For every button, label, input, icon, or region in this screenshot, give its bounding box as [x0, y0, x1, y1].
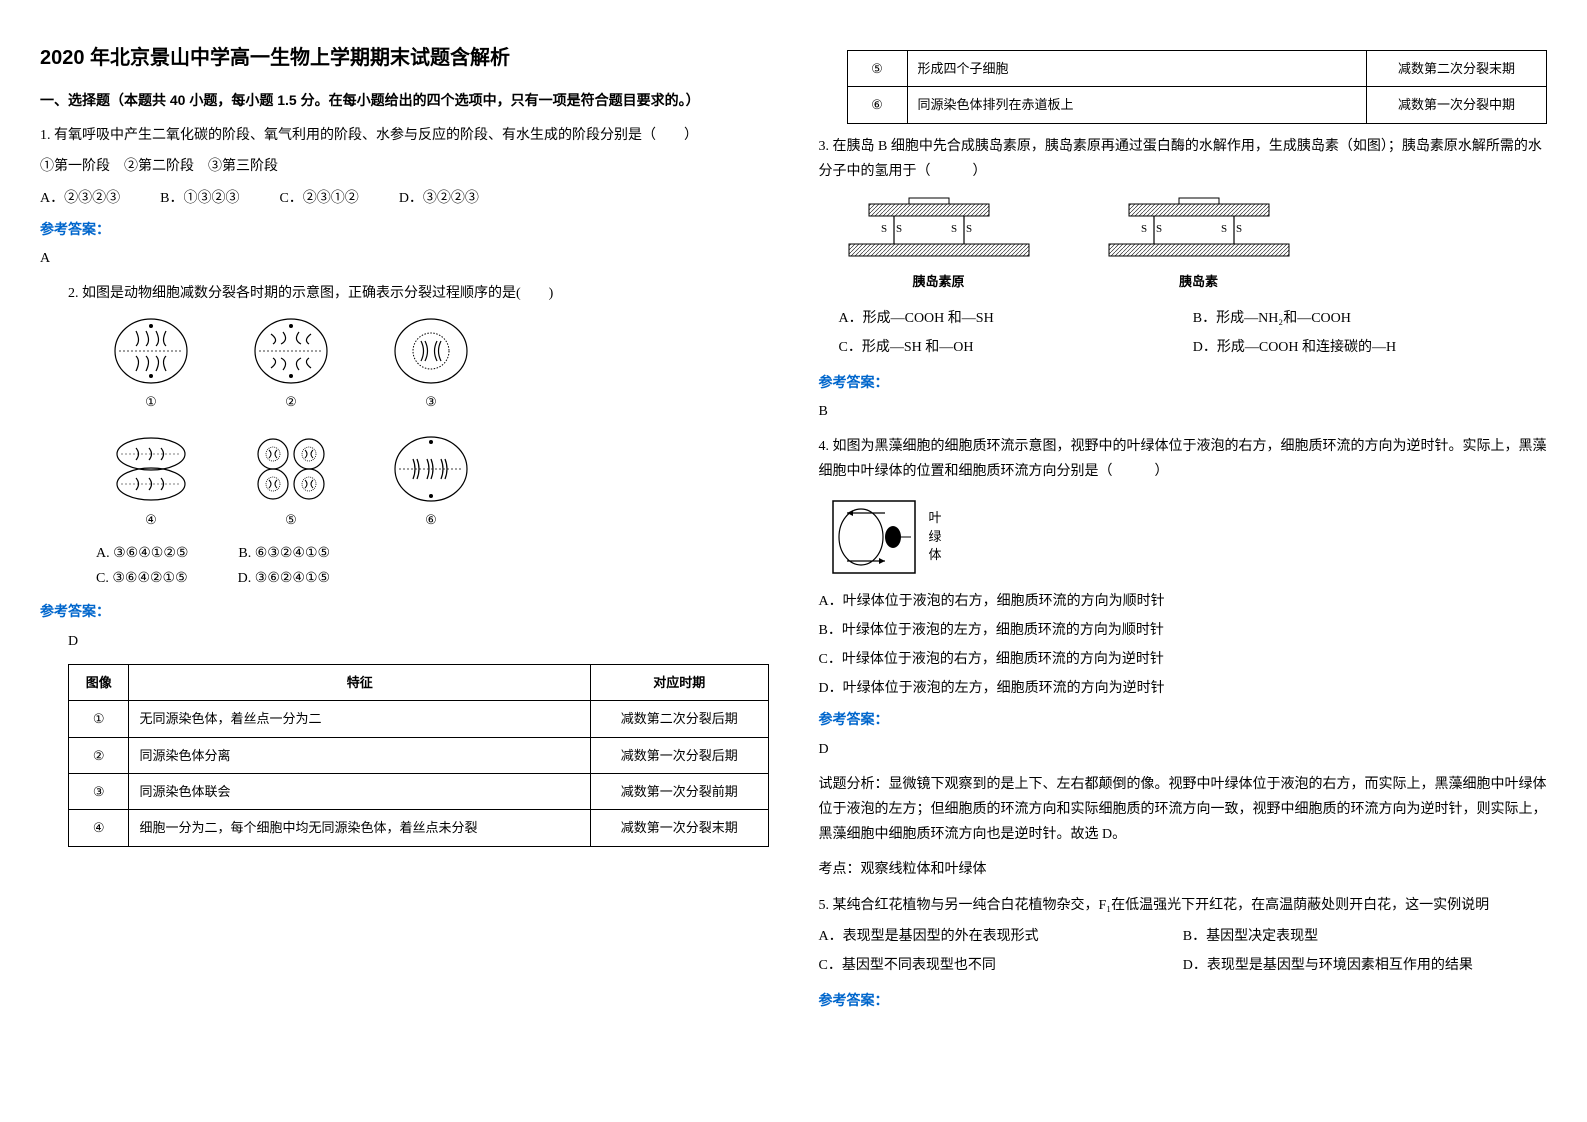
q5-text: 5. 某纯合红花植物与另一纯合白花植物杂交，F₁在低温强光下开红花，在高温荫蔽处…	[819, 893, 1548, 918]
svg-text:S — S: S — S	[1185, 196, 1214, 199]
q2-answer: D	[40, 629, 769, 654]
right-column: ⑤ 形成四个子细胞 减数第二次分裂末期 ⑥ 同源染色体排列在赤道板上 减数第一次…	[819, 40, 1548, 1021]
cell-2-num: ②	[285, 390, 297, 413]
question-1: 1. 有氧呼吸中产生二氧化碳的阶段、氧气利用的阶段、水参与反应的阶段、有水生成的…	[40, 123, 769, 271]
svg-text:S: S	[896, 223, 902, 235]
cell-5: ⑤	[236, 434, 346, 531]
q3-answer: B	[819, 399, 1548, 424]
q2-optB: B. ⑥③②④①⑤	[238, 541, 330, 566]
insulin-label-2: 胰岛素	[1179, 270, 1218, 293]
q1-sub: ①第一阶段 ②第二阶段 ③第三阶段	[40, 154, 769, 179]
cell-diagram: ① ②	[96, 316, 769, 531]
table-row: ② 同源染色体分离 减数第一次分裂后期	[69, 737, 769, 773]
q2-text: 2. 如图是动物细胞减数分裂各时期的示意图，正确表示分裂过程顺序的是( )	[68, 281, 769, 306]
svg-text:S: S	[1221, 223, 1227, 235]
q4-analysis: 试题分析：显微镜下观察到的是上下、左右都颠倒的像。视野中叶绿体位于液泡的右方，而…	[819, 772, 1548, 848]
q5-optA: A．表现型是基因型的外在表现形式	[819, 924, 1183, 949]
q1-options: A．②③②③ B．①③②③ C．②③①② D．③②②③	[40, 186, 769, 211]
q4-point: 考点：观察线粒体和叶绿体	[819, 857, 1548, 882]
cell-2: ②	[236, 316, 346, 413]
q2-optC: C. ③⑥④②①⑤	[96, 566, 188, 591]
algae-diagram: 叶绿体	[829, 497, 1548, 577]
answer-label-2: 参考答案：	[40, 599, 769, 624]
q5-optC: C．基因型不同表现型也不同	[819, 953, 1183, 978]
q4-optD: D．叶绿体位于液泡的左方，细胞质环流的方向为逆时针	[819, 676, 1548, 701]
th-period: 对应时期	[591, 664, 768, 700]
table-body: ① 无同源染色体，着丝点一分为二 减数第二次分裂后期 ② 同源染色体分离 减数第…	[69, 701, 769, 847]
q1-text: 1. 有氧呼吸中产生二氧化碳的阶段、氧气利用的阶段、水参与反应的阶段、有水生成的…	[40, 123, 769, 148]
cell-1: ①	[96, 316, 206, 413]
svg-text:S: S	[881, 223, 887, 235]
svg-text:S: S	[1236, 223, 1242, 235]
answer-label: 参考答案：	[40, 217, 769, 242]
q2-optD: D. ③⑥②④①⑤	[238, 566, 330, 591]
left-column: 2020 年北京景山中学高一生物上学期期末试题含解析 一、选择题（本题共 40 …	[40, 40, 769, 1021]
table-row: ④ 细胞一分为二，每个细胞中均无同源染色体，着丝点未分裂 减数第一次分裂末期	[69, 810, 769, 846]
q3-optB: B．形成—NH₂和—COOH	[1193, 306, 1547, 331]
question-2: 2. 如图是动物细胞减数分裂各时期的示意图，正确表示分裂过程顺序的是( ) ①	[40, 281, 769, 591]
question-3: 3. 在胰岛 B 细胞中先合成胰岛素原，胰岛素原再通过蛋白酶的水解作用，生成胰岛…	[819, 134, 1548, 425]
answer-label-5: 参考答案：	[819, 988, 1548, 1013]
insulin-diagram: S S S S S — S 胰岛素原	[839, 196, 1548, 293]
q1-optB: B．①③②③	[160, 186, 239, 211]
svg-text:S: S	[1141, 223, 1147, 235]
q2-optA: A. ③⑥④①②⑤	[96, 541, 188, 566]
answer-label-4: 参考答案：	[819, 707, 1548, 732]
q1-optD: D．③②②③	[399, 186, 479, 211]
q3-optC: C．形成—SH 和—OH	[839, 335, 1193, 360]
q4-answer: D	[819, 737, 1548, 762]
section-header: 一、选择题（本题共 40 小题，每小题 1.5 分。在每小题给出的四个选项中，只…	[40, 88, 769, 113]
cell-4: ④	[96, 434, 206, 531]
th-image: 图像	[69, 664, 129, 700]
q4-optA: A．叶绿体位于液泡的右方，细胞质环流的方向为顺时针	[819, 589, 1548, 614]
q1-optC: C．②③①②	[279, 186, 358, 211]
cell-1-num: ①	[145, 390, 157, 413]
svg-text:S: S	[951, 223, 957, 235]
q4-optC: C．叶绿体位于液泡的右方，细胞质环流的方向为逆时针	[819, 647, 1548, 672]
cell-4-num: ④	[145, 508, 157, 531]
q3-optA: A．形成—COOH 和—SH	[839, 306, 1193, 331]
q4-text: 4. 如图为黑藻细胞的细胞质环流示意图，视野中的叶绿体位于液泡的右方，细胞质环流…	[819, 434, 1548, 484]
page-title: 2020 年北京景山中学高一生物上学期期末试题含解析	[40, 40, 769, 76]
svg-text:S: S	[966, 223, 972, 235]
insulin-label-1: 胰岛素原	[912, 270, 964, 293]
q1-answer: A	[40, 246, 769, 271]
svg-text:S: S	[1156, 223, 1162, 235]
q3-text: 3. 在胰岛 B 细胞中先合成胰岛素原，胰岛素原再通过蛋白酶的水解作用，生成胰岛…	[819, 134, 1548, 184]
table-row: ⑥ 同源染色体排列在赤道板上 减数第一次分裂中期	[847, 87, 1547, 123]
feature-table: 图像 特征 对应时期 ① 无同源染色体，着丝点一分为二 减数第二次分裂后期 ② …	[68, 664, 769, 847]
table-row: ① 无同源染色体，着丝点一分为二 减数第二次分裂后期	[69, 701, 769, 737]
feature-table-cont: ⑤ 形成四个子细胞 减数第二次分裂末期 ⑥ 同源染色体排列在赤道板上 减数第一次…	[847, 50, 1548, 124]
svg-text:S — S: S — S	[917, 196, 943, 199]
q1-optA: A．②③②③	[40, 186, 120, 211]
q5-optD: D．表现型是基因型与环境因素相互作用的结果	[1183, 953, 1547, 978]
cell-6-num: ⑥	[425, 508, 437, 531]
q5-optB: B．基因型决定表现型	[1183, 924, 1547, 949]
cell-3: ③	[376, 316, 486, 413]
table-row: ③ 同源染色体联会 减数第一次分裂前期	[69, 774, 769, 810]
cell-3-num: ③	[425, 390, 437, 413]
th-feature: 特征	[129, 664, 591, 700]
question-4: 4. 如图为黑藻细胞的细胞质环流示意图，视野中的叶绿体位于液泡的右方，细胞质环流…	[819, 434, 1548, 882]
cell-6: ⑥	[376, 434, 486, 531]
question-5: 5. 某纯合红花植物与另一纯合白花植物杂交，F₁在低温强光下开红花，在高温荫蔽处…	[819, 893, 1548, 1014]
q3-optD: D．形成—COOH 和连接碳的—H	[1193, 335, 1547, 360]
answer-label-3: 参考答案：	[819, 370, 1548, 395]
q4-optB: B．叶绿体位于液泡的左方，细胞质环流的方向为顺时针	[819, 618, 1548, 643]
cell-5-num: ⑤	[285, 508, 297, 531]
table-row: ⑤ 形成四个子细胞 减数第二次分裂末期	[847, 51, 1547, 87]
